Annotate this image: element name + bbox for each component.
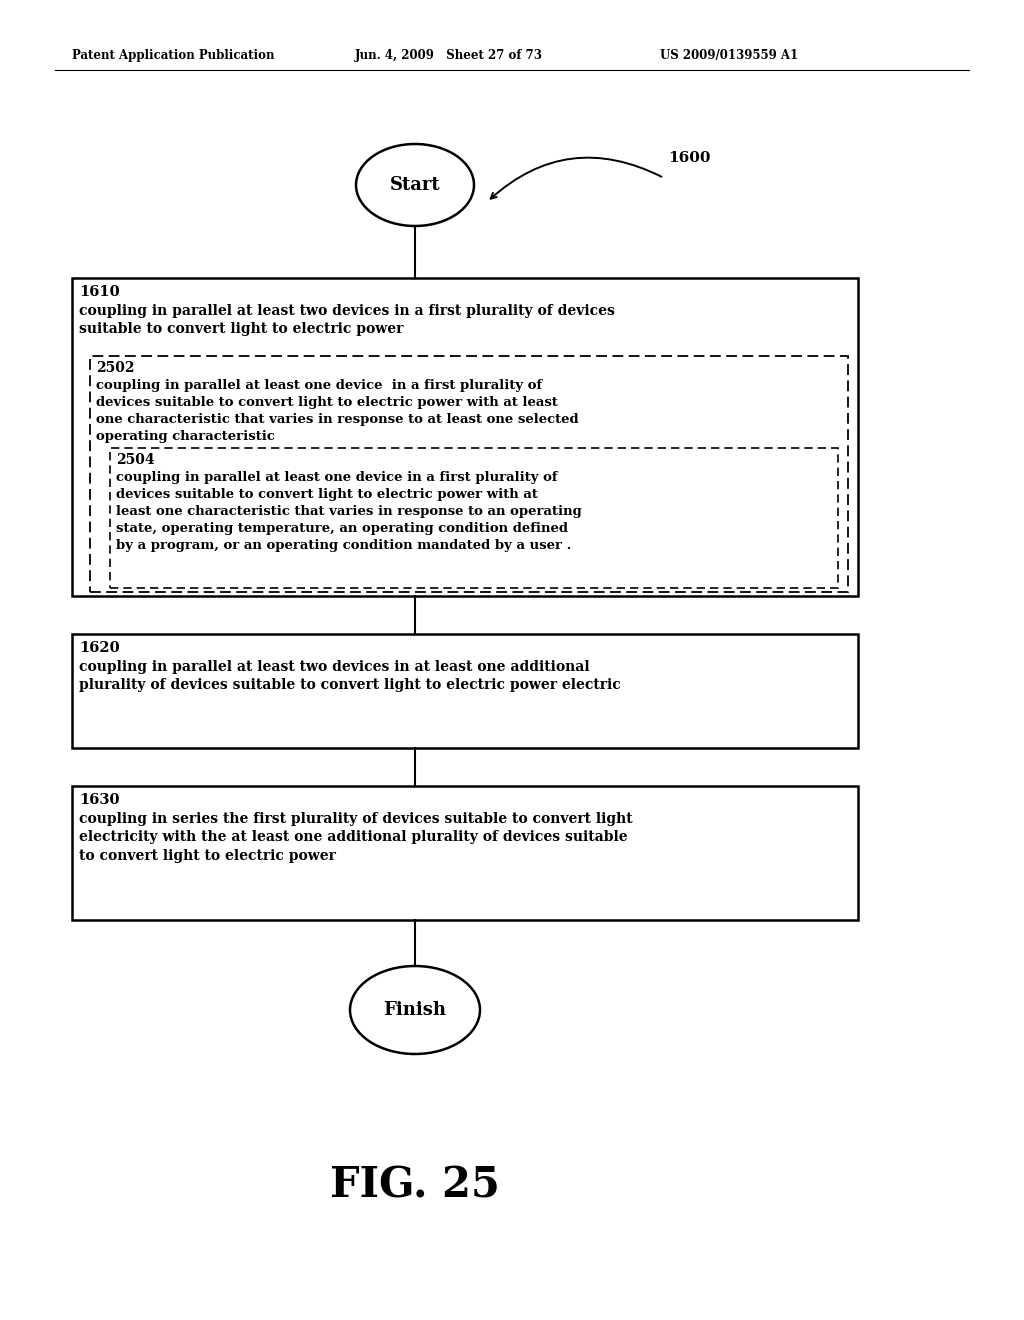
Bar — [72, 279, 858, 597]
Text: Start: Start — [390, 176, 440, 194]
Text: 2504: 2504 — [116, 453, 155, 467]
Bar — [110, 447, 838, 587]
Bar — [72, 785, 858, 920]
Text: US 2009/0139559 A1: US 2009/0139559 A1 — [660, 49, 798, 62]
Text: 1630: 1630 — [79, 793, 120, 807]
Text: coupling in series the first plurality of devices suitable to convert light
elec: coupling in series the first plurality o… — [79, 812, 633, 863]
Bar — [90, 356, 848, 591]
Text: 2502: 2502 — [96, 360, 134, 375]
Text: coupling in parallel at least one device  in a first plurality of
devices suitab: coupling in parallel at least one device… — [96, 379, 579, 444]
Text: 1610: 1610 — [79, 285, 120, 300]
Text: 1600: 1600 — [668, 150, 711, 165]
Text: coupling in parallel at least two devices in at least one additional
plurality o: coupling in parallel at least two device… — [79, 660, 621, 693]
Text: FIG. 25: FIG. 25 — [330, 1164, 500, 1206]
Text: Jun. 4, 2009   Sheet 27 of 73: Jun. 4, 2009 Sheet 27 of 73 — [355, 49, 543, 62]
Text: coupling in parallel at least one device in a first plurality of
devices suitabl: coupling in parallel at least one device… — [116, 471, 582, 552]
Text: Finish: Finish — [384, 1001, 446, 1019]
Text: coupling in parallel at least two devices in a first plurality of devices
suitab: coupling in parallel at least two device… — [79, 304, 614, 337]
Text: Patent Application Publication: Patent Application Publication — [72, 49, 274, 62]
Bar — [72, 634, 858, 748]
Text: 1620: 1620 — [79, 642, 120, 655]
